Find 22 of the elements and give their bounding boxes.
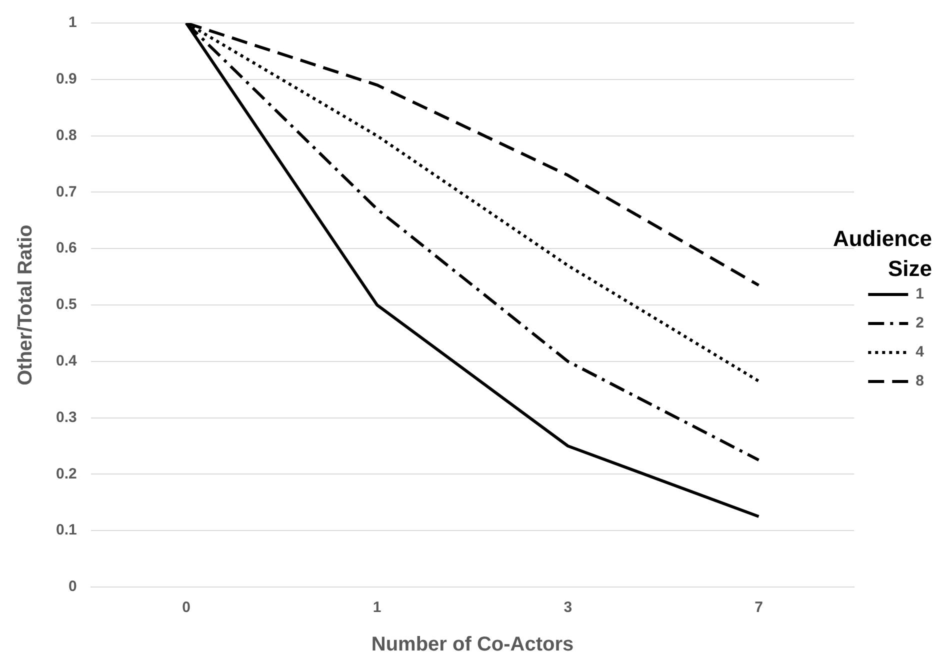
- x-axis-title: Number of Co-Actors: [371, 634, 574, 656]
- x-tick-label: 0: [182, 599, 190, 616]
- x-tick-label: 3: [564, 599, 572, 616]
- y-tick-label: 0.3: [56, 408, 77, 426]
- y-tick-label: 0: [68, 578, 77, 596]
- y-tick-label: 0.1: [56, 522, 77, 539]
- y-tick-label: 0.9: [56, 70, 77, 88]
- y-tick-label: 0.7: [56, 183, 77, 200]
- y-tick-label: 0.8: [56, 126, 77, 144]
- y-tick-label: 0.6: [56, 240, 77, 257]
- legend-label: 1: [916, 286, 924, 303]
- legend-title: Audience Size: [832, 226, 932, 282]
- y-tick-label: 1: [68, 14, 77, 32]
- legend-label: 2: [916, 314, 924, 332]
- legend-label: 4: [916, 344, 925, 361]
- x-tick-label: 1: [372, 599, 382, 616]
- x-tick-label: 7: [754, 599, 763, 616]
- y-axis-title: Other/Total Ratio: [14, 224, 37, 386]
- y-tick-label: 0.2: [56, 465, 77, 482]
- y-tick-label: 0.4: [56, 352, 78, 370]
- legend-label: 8: [916, 372, 924, 390]
- y-tick-label: 0.5: [56, 296, 77, 314]
